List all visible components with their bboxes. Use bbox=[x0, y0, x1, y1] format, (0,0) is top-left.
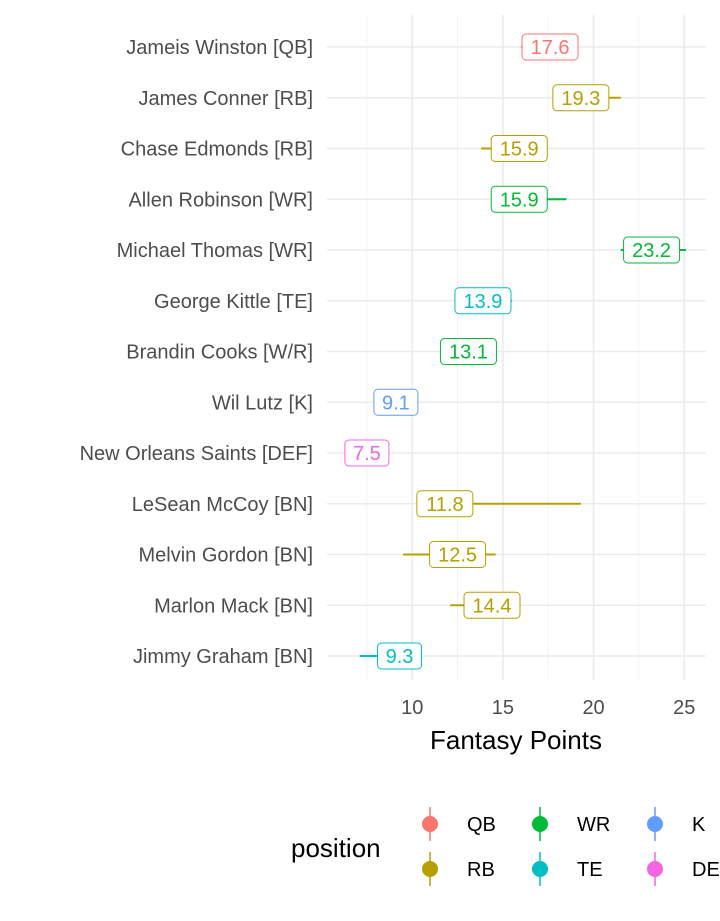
legend-label: K bbox=[692, 814, 706, 836]
point-label-box bbox=[377, 642, 423, 670]
legend-label: QB bbox=[467, 814, 496, 836]
y-axis-labels: Jameis Winston [QB] James Conner [RB] Chas… bbox=[80, 37, 313, 668]
legend: position QB WR K RB TE DEF bbox=[291, 807, 720, 886]
y-tick-label: LeSean McCoy [BN] bbox=[132, 494, 313, 516]
grid-lines bbox=[327, 15, 706, 680]
legend-label: RB bbox=[467, 859, 495, 881]
point-label: 9.1 bbox=[382, 392, 410, 414]
point-label: 13.1 bbox=[449, 342, 488, 364]
y-tick-label: Wil Lutz [K] bbox=[212, 392, 313, 414]
legend-key-point bbox=[422, 861, 438, 877]
point-label-box bbox=[416, 490, 474, 518]
point-label: 15.9 bbox=[500, 139, 539, 161]
y-tick-label: James Conner [RB] bbox=[138, 88, 313, 110]
x-tick-label: 25 bbox=[673, 697, 695, 719]
point-label: 7.5 bbox=[353, 443, 381, 465]
legend-key-point bbox=[532, 816, 548, 832]
point-label: 23.2 bbox=[632, 240, 671, 262]
point-label-box bbox=[623, 236, 681, 264]
point-label: 13.9 bbox=[463, 291, 502, 313]
point-label-box bbox=[439, 338, 497, 365]
point-label-box bbox=[454, 287, 512, 315]
x-axis-title: Fantasy Points bbox=[430, 725, 602, 755]
legend-label: DEF bbox=[692, 859, 720, 881]
y-tick-label: Michael Thomas [WR] bbox=[117, 240, 313, 262]
point-label: 9.3 bbox=[386, 646, 414, 668]
point-label: 11.8 bbox=[426, 494, 463, 516]
point-label: 17.6 bbox=[531, 37, 570, 59]
legend-label: WR bbox=[577, 814, 610, 836]
data-marks: 17.6 19.3 15.9 15.9 23.2 13.9 13.1 9.1 7.5 11.8 12… bbox=[344, 33, 687, 670]
point-label-box bbox=[463, 591, 521, 619]
x-tick-label: 10 bbox=[401, 697, 423, 719]
y-tick-label: Jameis Winston [QB] bbox=[126, 37, 313, 59]
point-label: 14.4 bbox=[473, 595, 512, 617]
y-tick-label: Brandin Cooks [W/R] bbox=[126, 342, 313, 364]
point-label: 12.5 bbox=[438, 545, 477, 567]
legend-key-point bbox=[647, 816, 663, 832]
x-axis-ticks: 10 15 20 25 bbox=[401, 697, 695, 719]
legend-key-point bbox=[532, 861, 548, 877]
y-tick-label: Marlon Mack [BN] bbox=[154, 595, 313, 617]
point-label-box bbox=[552, 84, 610, 112]
point-label-box bbox=[344, 439, 390, 467]
legend-key-point bbox=[647, 861, 663, 877]
y-tick-label: George Kittle [TE] bbox=[154, 291, 313, 313]
legend-label: TE bbox=[577, 859, 603, 881]
x-tick-label: 20 bbox=[582, 697, 604, 719]
x-tick-label: 15 bbox=[492, 697, 514, 719]
legend-title: position bbox=[291, 833, 381, 863]
point-label: 19.3 bbox=[561, 88, 600, 110]
y-tick-label: Melvin Gordon [BN] bbox=[138, 545, 313, 567]
point-label-box bbox=[490, 185, 548, 213]
y-tick-label: Allen Robinson [WR] bbox=[128, 189, 313, 211]
legend-key-point bbox=[422, 816, 438, 832]
point-label: 15.9 bbox=[500, 189, 539, 211]
point-label-box bbox=[521, 33, 579, 61]
y-tick-label: New Orleans Saints [DEF] bbox=[80, 443, 313, 465]
point-label-box bbox=[429, 541, 487, 568]
point-label-box bbox=[373, 388, 419, 416]
y-tick-label: Chase Edmonds [RB] bbox=[121, 139, 313, 161]
y-tick-label: Jimmy Graham [BN] bbox=[133, 646, 313, 668]
point-label-box bbox=[490, 135, 548, 162]
